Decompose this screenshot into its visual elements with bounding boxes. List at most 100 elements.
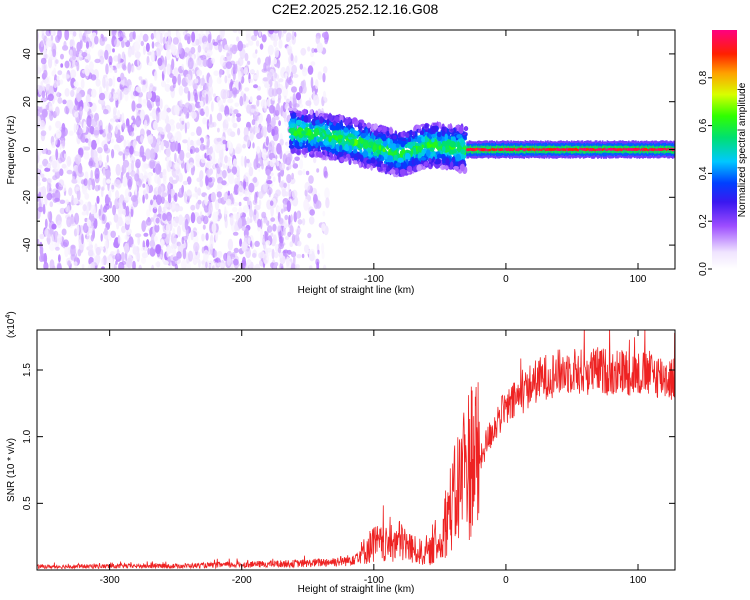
spectrogram-cell bbox=[191, 111, 197, 119]
spectrogram-cell bbox=[222, 139, 227, 145]
spectrogram-cell bbox=[208, 202, 213, 214]
spectrogram-cell bbox=[271, 157, 277, 164]
spectrogram-cell bbox=[447, 124, 451, 130]
spectrogram-cell bbox=[37, 108, 40, 118]
spectrogram-cell bbox=[42, 49, 48, 55]
spectrogram-cell bbox=[156, 111, 160, 123]
spectrogram-cell bbox=[297, 170, 303, 176]
spectrogram-cell bbox=[164, 140, 170, 149]
spectrogram-cell bbox=[281, 266, 284, 269]
spectrogram-cell bbox=[95, 78, 101, 87]
spectrogram-cell bbox=[322, 210, 326, 217]
spectrogram-cell bbox=[90, 204, 97, 215]
spectrogram-cell bbox=[315, 35, 320, 45]
spectrogram-cell bbox=[62, 99, 67, 105]
spectrogram-cell bbox=[395, 143, 400, 148]
spectrogram-cell bbox=[486, 145, 489, 153]
spectrogram-cell bbox=[73, 197, 79, 205]
spectrogram-cell bbox=[383, 125, 387, 133]
spectrogram-cell bbox=[305, 100, 312, 107]
spectrogram-cell bbox=[101, 266, 105, 269]
spectrogram-cell bbox=[313, 48, 318, 53]
spectrogram-cell bbox=[272, 176, 276, 182]
spectrogram-cell bbox=[254, 263, 261, 269]
spectrogram-cell bbox=[59, 79, 64, 85]
spectrogram-cell bbox=[83, 222, 89, 234]
spectrogram-cell bbox=[55, 120, 62, 129]
spectrogram-cell bbox=[107, 78, 113, 87]
spectrogram-cell bbox=[548, 148, 553, 151]
spectrogram-cell bbox=[402, 141, 407, 145]
spectrogram-cell bbox=[54, 197, 61, 203]
spectrogram-cell bbox=[307, 144, 312, 152]
spectrogram-cell bbox=[250, 108, 255, 113]
spectrogram-cell bbox=[431, 133, 437, 138]
spectrogram-cell bbox=[41, 177, 47, 182]
spectrogram-cell bbox=[77, 248, 82, 257]
spectrogram-cell bbox=[268, 55, 271, 66]
spectrogram-cell bbox=[46, 192, 53, 201]
spectrogram-cell bbox=[142, 33, 149, 43]
spectrogram-cell bbox=[291, 86, 297, 93]
spectrogram-cell bbox=[310, 139, 314, 147]
spectrogram-cell bbox=[286, 153, 293, 163]
spectrogram-cell bbox=[516, 148, 521, 151]
spectrogram-cell bbox=[570, 148, 575, 151]
spectrogram-cell bbox=[145, 42, 150, 53]
spectrogram-cell bbox=[81, 264, 85, 269]
spectrogram-cell bbox=[339, 156, 345, 163]
spectrogram-cell bbox=[94, 35, 99, 45]
spectrogram-cell bbox=[324, 38, 328, 45]
spectrogram-cell bbox=[257, 218, 262, 228]
spectrogram-cell bbox=[307, 115, 311, 123]
spectrogram-cell bbox=[112, 75, 116, 88]
spectrogram-cell bbox=[292, 93, 297, 105]
spectrogram-cell bbox=[124, 242, 130, 254]
spectrogram-cell bbox=[190, 46, 196, 55]
spectrogram-cell bbox=[130, 131, 135, 137]
spectrogram-cell bbox=[121, 225, 126, 234]
spectrogram-cell bbox=[74, 111, 79, 118]
spectrogram-cell bbox=[376, 163, 381, 167]
spectrogram-cell bbox=[120, 252, 125, 262]
spectrogram-cell bbox=[244, 155, 247, 168]
spectrogram-cell bbox=[256, 95, 262, 101]
spectrogram-cell bbox=[125, 172, 130, 180]
spectrogram-cell bbox=[57, 97, 63, 104]
spectrogram-cell bbox=[582, 148, 587, 151]
spectrogram-cell bbox=[45, 83, 50, 91]
spectrogram-cell bbox=[545, 148, 550, 151]
spectrogram-cell bbox=[68, 187, 73, 197]
spectrogram-cell bbox=[180, 113, 185, 121]
spectrogram-cell bbox=[88, 240, 93, 252]
spectrogram-cell bbox=[161, 256, 165, 262]
spectrogram-cell bbox=[124, 188, 131, 199]
spectrogram-cell bbox=[322, 90, 327, 102]
spectrogram-cell bbox=[182, 180, 188, 186]
spectrogram-cell bbox=[95, 137, 100, 145]
spectrogram-cell bbox=[93, 213, 99, 219]
spectrogram-cell bbox=[111, 184, 115, 190]
spectrogram-cell bbox=[200, 158, 206, 164]
spectrogram-cells bbox=[37, 30, 675, 269]
spectrogram-cell bbox=[291, 233, 296, 244]
spectrogram-cell bbox=[164, 83, 171, 92]
spectrogram-cell bbox=[264, 231, 269, 243]
spectrogram-cell bbox=[522, 148, 527, 151]
spectrogram-cell bbox=[298, 85, 303, 94]
spectrogram-cell bbox=[139, 109, 145, 121]
spectrogram-cell bbox=[225, 164, 229, 170]
spectrogram-cell bbox=[663, 147, 666, 151]
spectrogram-cell bbox=[227, 190, 230, 196]
spectrogram-cell bbox=[402, 161, 408, 170]
spectrogram-cell bbox=[205, 105, 210, 118]
spectrogram-cell bbox=[165, 123, 171, 133]
spectrogram-cell bbox=[650, 148, 655, 151]
spectrogram-cell bbox=[174, 216, 179, 224]
spectrogram-cell bbox=[113, 115, 119, 120]
spectrogram-cell bbox=[291, 172, 294, 180]
spectrogram-ytick-label: 40 bbox=[22, 48, 33, 60]
snr-series-line bbox=[37, 330, 675, 570]
spectrogram-cell bbox=[184, 191, 187, 203]
